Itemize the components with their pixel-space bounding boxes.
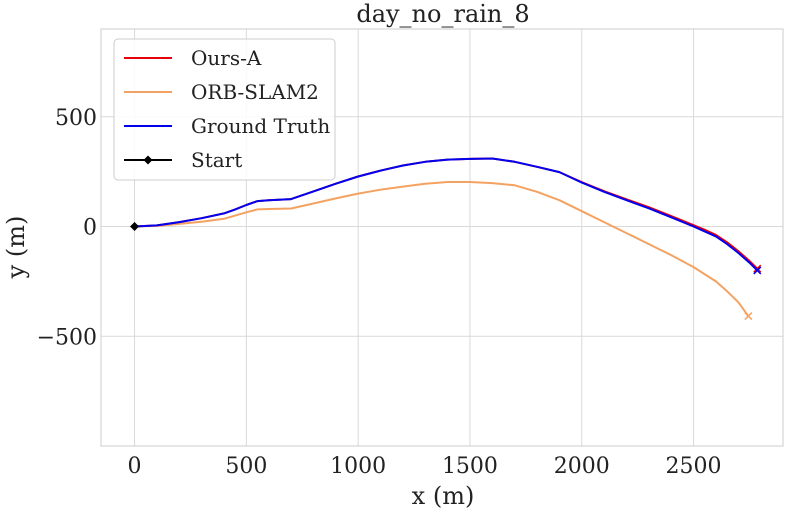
end-marker-orb-slam2 <box>744 312 753 321</box>
x-tick-label: 0 <box>128 454 142 479</box>
series-layer <box>130 157 762 321</box>
legend-box <box>113 38 336 181</box>
x-tick-label: 1000 <box>330 454 386 479</box>
y-tick-label: 500 <box>55 106 97 131</box>
legend-entry-ground-truth: Ground Truth <box>124 114 330 138</box>
x-axis-label: x (m) <box>412 482 475 510</box>
legend-label: ORB-SLAM2 <box>191 80 319 104</box>
legend: Ours-A ORB-SLAM2 Ground Truth Start <box>113 38 336 181</box>
y-tick-label: 0 <box>83 216 97 241</box>
start-marker <box>130 222 140 232</box>
legend-label: Ours-A <box>191 46 262 70</box>
x-tick-label: 2500 <box>666 454 722 479</box>
end-marker-ours-a <box>753 264 762 273</box>
chart-title: day_no_rain_8 <box>356 0 529 28</box>
legend-entry-start: Start <box>124 148 242 172</box>
legend-label: Ground Truth <box>191 114 330 138</box>
plot-area <box>100 28 784 447</box>
x-tick-label: 500 <box>225 454 267 479</box>
legend-marker <box>143 155 153 165</box>
y-tick-label: −500 <box>37 325 97 350</box>
y-axis-ticks: 500 0 −500 <box>37 106 97 350</box>
x-axis-ticks: 0 500 1000 1500 2000 2500 <box>128 454 722 479</box>
x-tick-label: 1500 <box>442 454 498 479</box>
series-line-ground-truth <box>134 157 759 272</box>
x-tick-label: 2000 <box>554 454 610 479</box>
legend-entry-ours-a: Ours-A <box>124 46 262 70</box>
series-line-orb-slam2 <box>134 181 750 317</box>
y-axis-label: y (m) <box>2 216 30 280</box>
legend-entry-orb-slam2: ORB-SLAM2 <box>124 80 319 104</box>
legend-label: Start <box>191 148 242 172</box>
end-marker-ground-truth <box>753 266 762 275</box>
